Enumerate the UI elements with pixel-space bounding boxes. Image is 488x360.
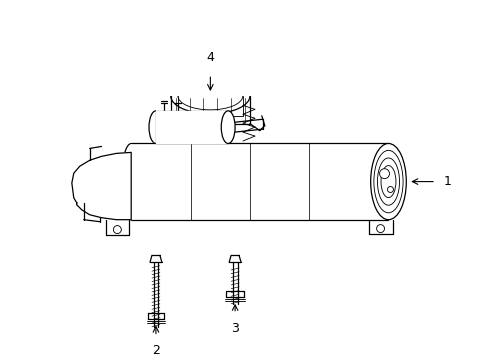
Circle shape bbox=[113, 226, 121, 234]
Circle shape bbox=[379, 169, 388, 179]
Polygon shape bbox=[131, 144, 387, 220]
Ellipse shape bbox=[221, 111, 235, 144]
Circle shape bbox=[386, 186, 393, 193]
Text: 1: 1 bbox=[443, 175, 451, 188]
Polygon shape bbox=[156, 111, 228, 144]
Circle shape bbox=[376, 225, 384, 233]
Ellipse shape bbox=[370, 144, 406, 220]
Text: 4: 4 bbox=[206, 51, 214, 64]
Text: 3: 3 bbox=[231, 321, 239, 334]
Text: 2: 2 bbox=[152, 345, 160, 357]
Polygon shape bbox=[72, 152, 131, 220]
